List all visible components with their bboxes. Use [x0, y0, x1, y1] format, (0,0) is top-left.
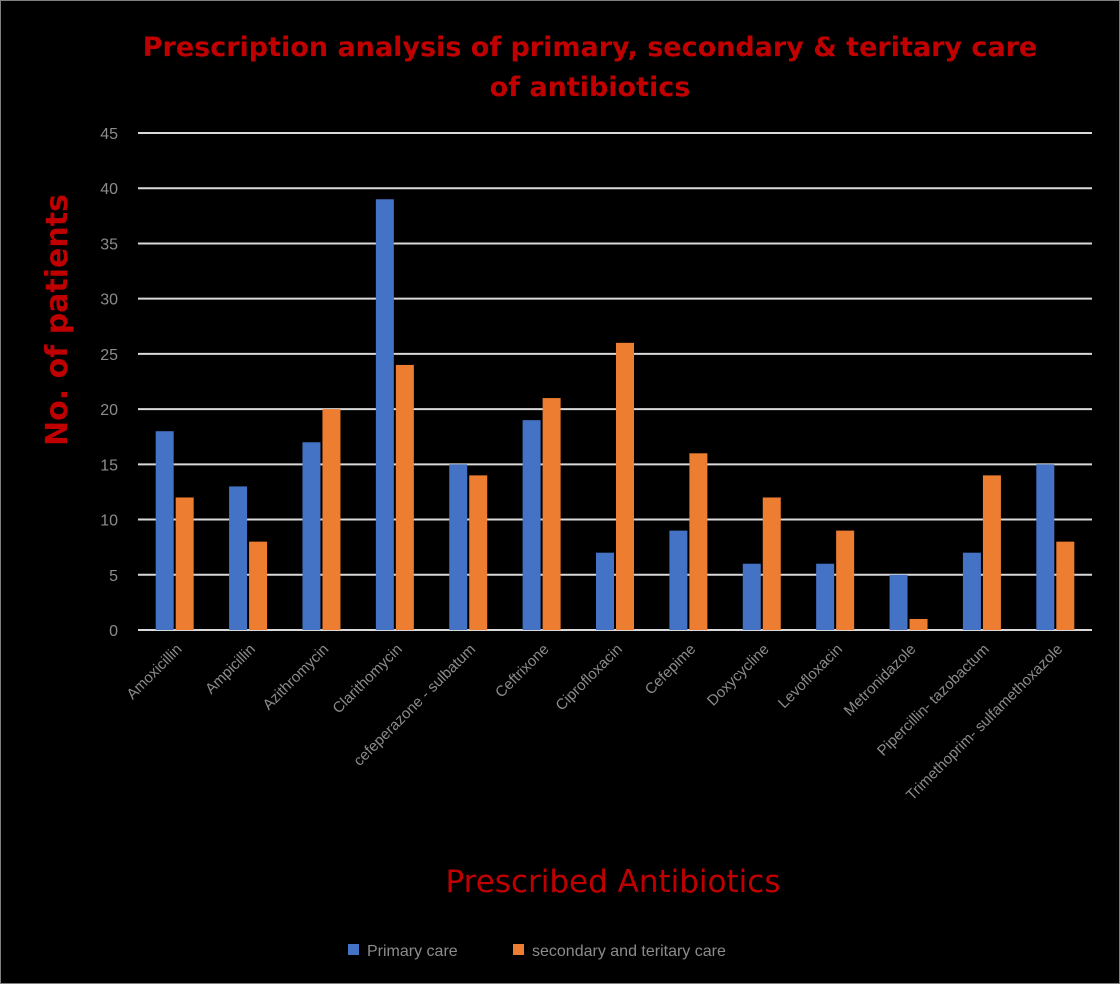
y-axis-label: No. of patients [40, 194, 75, 446]
x-tick-label: Ampicillin [202, 641, 259, 698]
y-tick-label: 45 [100, 126, 118, 143]
bar-secondary-teritary-care [469, 475, 488, 630]
y-tick-label: 10 [100, 513, 118, 530]
bar-secondary-teritary-care [175, 497, 194, 630]
y-tick-label: 30 [100, 292, 118, 309]
x-axis-label: Prescribed Antibiotics [446, 864, 781, 900]
bar-primary-care [522, 420, 541, 630]
x-tick-label: Metronidazole [841, 641, 920, 720]
y-tick-label: 15 [100, 457, 118, 474]
bar-secondary-teritary-care [836, 530, 855, 630]
bar-secondary-teritary-care [616, 342, 634, 630]
bar-primary-care [669, 530, 688, 630]
bar-primary-care [229, 486, 248, 630]
bar-secondary-teritary-care [249, 541, 268, 630]
bar-secondary-teritary-care [909, 618, 928, 630]
y-tick-label: 25 [100, 347, 118, 364]
x-tick-label: Amoxicillin [123, 641, 185, 703]
y-tick-label: 5 [109, 568, 118, 585]
y-tick-label: 40 [100, 181, 118, 198]
x-tick-label: Cefepime [642, 641, 699, 698]
bar-secondary-teritary-care [1056, 541, 1075, 630]
bar-secondary-teritary-care [982, 475, 1001, 630]
bar-primary-care [155, 431, 174, 630]
bar-secondary-teritary-care [322, 409, 341, 630]
bar-primary-care [1036, 464, 1055, 630]
bar-primary-care [596, 552, 614, 630]
bar-secondary-teritary-care [395, 364, 414, 630]
bar-primary-care [889, 574, 908, 630]
x-tick-label: Levofloxacin [775, 641, 846, 712]
chart-title: Prescription analysis of primary, second… [142, 32, 1038, 103]
bar-secondary-teritary-care [762, 497, 781, 630]
x-tick-label: Azithromycin [260, 641, 333, 714]
legend-swatch [348, 944, 359, 955]
legend-swatch [513, 944, 524, 955]
bar-secondary-teritary-care [542, 398, 561, 630]
x-tick-label: Ceftrixone [492, 641, 552, 701]
y-tick-label: 35 [100, 236, 118, 253]
x-tick-label: Ciprofloxacin [552, 641, 625, 714]
bar-primary-care [302, 442, 321, 630]
x-tick-label: Doxycycline [704, 641, 773, 710]
y-tick-label: 0 [109, 623, 118, 640]
legend-label: Primary care [367, 943, 458, 960]
legend-label: secondary and teritary care [532, 943, 726, 960]
bar-secondary-teritary-care [689, 453, 708, 630]
bar-primary-care [816, 563, 835, 630]
bar-primary-care [375, 199, 394, 630]
x-tick-label: Trimethoprim- sulfamethoxazole [903, 641, 1066, 804]
bar-primary-care [742, 563, 761, 630]
bar-primary-care [449, 464, 468, 630]
bar-primary-care [962, 552, 981, 630]
x-tick-label: Clarithomycin [329, 641, 405, 717]
y-tick-label: 20 [100, 402, 118, 419]
x-tick-label: cefeperazone - sulbatum [350, 641, 479, 770]
